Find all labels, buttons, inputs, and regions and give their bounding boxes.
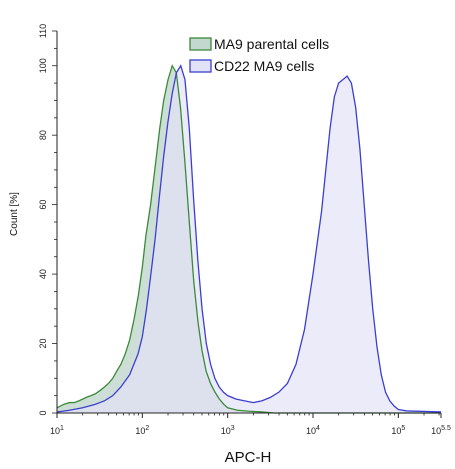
series-line-2 <box>56 64 442 413</box>
legend-swatch <box>189 59 212 73</box>
legend-label: CD22 MA9 cells <box>214 58 314 74</box>
series-line-1 <box>56 64 441 414</box>
x-tick-label: 105 <box>391 425 405 436</box>
x-tick-label: 102 <box>135 425 149 436</box>
y-axis-ticks: 0 20 40 60 80 100 110 <box>38 24 57 416</box>
series-area-1 <box>57 65 441 413</box>
x-tick-label: 101 <box>50 425 64 436</box>
y-tick-label: 110 <box>38 24 48 38</box>
legend-label: MA9 parental cells <box>214 36 329 52</box>
y-tick-label: 0 <box>38 410 48 415</box>
x-tick-label: 105.5 <box>431 425 451 436</box>
y-tick-label: 40 <box>38 269 48 279</box>
x-tick-label: 104 <box>306 425 320 436</box>
x-tick-label: 103 <box>221 425 235 436</box>
y-axis-title: Count [%] <box>9 192 20 236</box>
series-area-2 <box>57 65 441 413</box>
series-layer <box>56 64 442 414</box>
y-tick-label: 60 <box>38 200 48 210</box>
legend-swatch <box>189 37 212 51</box>
legend: MA9 parental cells CD22 MA9 cells <box>189 36 329 74</box>
x-axis-title: APC-H <box>225 449 272 466</box>
y-tick-label: 20 <box>38 339 48 349</box>
x-axis-ticks: 101 102 103 104 105 105.5 <box>50 413 451 436</box>
y-tick-label: 100 <box>38 58 48 73</box>
y-tick-label: 80 <box>38 130 48 140</box>
